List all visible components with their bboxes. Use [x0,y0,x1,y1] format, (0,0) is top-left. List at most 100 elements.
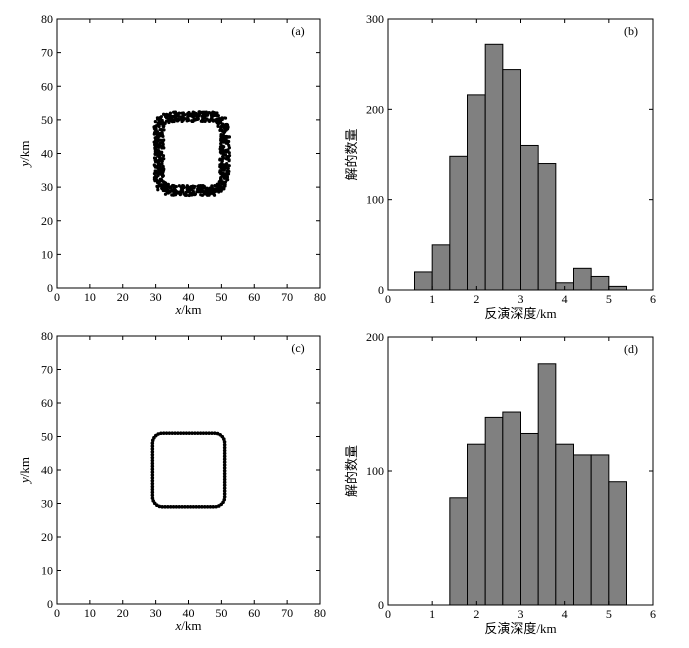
scatter-point [176,431,180,435]
x-tick-label: 10 [84,606,96,620]
scatter-point [201,114,205,118]
scatter-point [180,505,184,509]
scatter-point [222,172,226,176]
scatter-point [193,184,197,189]
y-axis-unit: /km [17,457,32,477]
scatter-point [208,191,212,195]
scatter-point [222,468,227,473]
scatter-point [154,126,158,130]
scatter-point [196,115,200,119]
scatter-point [222,495,227,499]
scatter-point [150,450,155,454]
y-tick-label: 100 [366,193,384,207]
scatter-point [224,166,228,170]
histogram-bar [484,43,504,291]
scatter-point [214,504,218,509]
scatter-point [166,117,171,121]
scatter-point [174,505,179,509]
scatter-point [155,175,159,179]
scatter-point [222,457,227,462]
x-tick-label: 30 [150,606,162,620]
scatter-point [150,464,155,469]
scatter-point [222,440,227,444]
x-axis-label: 反演深度/km [484,621,556,636]
scatter-point [222,492,227,496]
scatter-point [156,132,160,136]
x-axis-label: x/km [174,302,201,317]
scatter-point [153,179,157,183]
scatter-point [150,447,155,451]
scatter-point [218,185,222,190]
scatter-point [195,431,200,435]
scatter-point [160,133,165,137]
scatter-point [222,466,227,470]
scatter-point [210,118,215,122]
scatter-point [161,121,166,125]
scatter-point [156,121,160,125]
scatter-points [150,431,227,509]
scatter-point [150,487,155,492]
scatter-point [211,505,216,509]
scatter-point [150,438,155,443]
scatter-point [170,117,175,122]
plot-frame [56,18,321,289]
scatter-point [163,505,167,509]
scatter-point [218,164,222,169]
scatter-point [168,505,173,509]
y-tick-label: 200 [366,102,384,116]
scatter-point [189,185,193,189]
y-tick-label: 100 [366,464,384,478]
y-tick-label: 60 [41,396,53,410]
scatter-point [194,505,199,509]
scatter-point [155,164,159,169]
scatter-point [217,117,222,121]
scatter-point [150,493,155,498]
scatter-point [222,451,227,456]
y-tick-label: 50 [41,430,53,444]
scatter-point [184,431,189,435]
histogram-bar [573,454,592,606]
scatter-point [150,470,155,474]
scatter-point [173,431,177,435]
scatter-point [158,155,162,159]
scatter-point [155,130,160,134]
scatter-point [150,467,155,472]
histogram-bar [537,163,557,291]
scatter-point [222,448,227,453]
scatter-point [223,124,227,128]
scatter-point [216,120,220,124]
scatter-point [159,152,163,156]
scatter-point [218,147,222,152]
scatter-point [155,117,160,121]
scatter-point [222,480,227,485]
scatter-point [222,442,227,447]
scatter-point [201,431,206,435]
x-tick-label: 5 [606,292,612,306]
scatter-point [161,164,165,169]
x-axis-var: x [174,618,181,633]
panel-label: (b) [624,24,638,38]
scatter-point [174,189,178,193]
x-tick-label: 0 [385,292,391,306]
scatter-point [163,192,168,196]
scatter-point [163,114,168,119]
scatter-point [152,163,157,168]
scatter-point [174,185,178,189]
histogram-bar [449,497,469,606]
scatter-point [171,505,176,509]
x-tick-label: 60 [248,606,260,620]
histogram-bars [449,363,627,606]
scatter-point [222,460,227,464]
scatter-point [220,124,224,129]
panel-d: 0 1 2 3 4 5 6 0 100 200 (d) 反演深度/km 解的数量 [344,330,656,636]
scatter-point [202,505,207,509]
scatter-point [164,431,169,435]
scatter-point [225,172,229,176]
scatter-point [187,193,191,198]
y-axis-var: y [17,161,32,169]
scatter-point [197,110,201,114]
histogram-bar [502,411,522,606]
histogram-bar [520,432,539,606]
scatter-point [213,118,218,122]
panel-c: 0 10 20 30 40 50 60 70 80 0 10 20 30 40 50 60 70 80 (c) x/k… [17,329,326,633]
